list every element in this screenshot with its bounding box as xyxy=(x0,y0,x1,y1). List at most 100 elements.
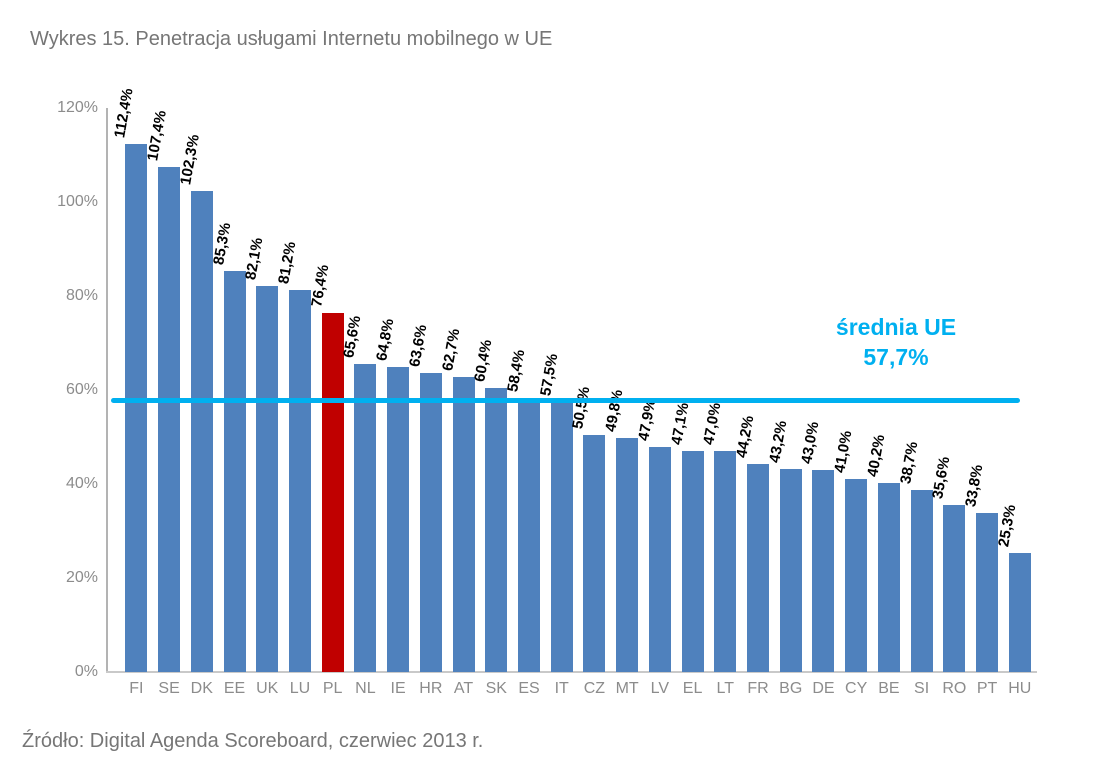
bar-slot-mt: 49,8% xyxy=(602,108,644,672)
y-tick-label: 0% xyxy=(74,663,98,680)
x-tick-label-si: SI xyxy=(914,680,930,697)
bar-slot-de: 43,0% xyxy=(799,108,840,672)
bar-slot-el: 47,1% xyxy=(668,108,709,672)
y-tick-label: 40% xyxy=(65,475,98,492)
x-tick-label-fi: FI xyxy=(129,680,144,697)
bar-series: 112,4% 107,4% 102,3% 85,3% 82,1% 81,2% 76,4% 65… xyxy=(112,87,1036,672)
bar-slot-dk: 102,3% xyxy=(177,108,218,672)
source-note: Źródło: Digital Agenda Scoreboard, czerw… xyxy=(22,730,484,752)
x-tick-label-se: SE xyxy=(158,680,180,697)
bar-slot-se: 107,4% xyxy=(144,108,186,672)
bar-pt xyxy=(976,513,999,672)
bar-slot-hr: 63,6% xyxy=(406,108,447,672)
x-tick-label-fr: FR xyxy=(747,680,769,697)
bar-ie xyxy=(387,367,410,672)
x-tick-label-lv: LV xyxy=(650,680,670,697)
bar-slot-lt: 47,0% xyxy=(701,108,742,672)
bar-ee xyxy=(223,271,246,672)
x-tick-label-hr: HR xyxy=(419,680,443,697)
bar-se xyxy=(158,167,181,672)
bar-es xyxy=(517,398,540,672)
bar-slot-hu: 25,3% xyxy=(995,108,1036,672)
x-tick-label-sk: SK xyxy=(485,680,507,697)
bar-cz xyxy=(583,435,606,672)
x-tick-label-cz: CZ xyxy=(583,680,606,697)
bar-slot-nl: 65,6% xyxy=(341,108,382,672)
bar-slot-si: 38,7% xyxy=(897,108,938,672)
bar-hr xyxy=(419,373,442,672)
x-tick-label-dk: DK xyxy=(190,680,213,697)
chart-title: Wykres 15. Penetracja usługami Internetu… xyxy=(30,28,553,50)
bar-slot-at: 62,7% xyxy=(439,108,480,672)
x-tick-label-de: DE xyxy=(812,680,835,697)
bar-slot-bg: 43,2% xyxy=(766,108,807,672)
y-tick-label: 60% xyxy=(65,381,98,398)
x-tick-label-lu: LU xyxy=(289,680,311,697)
x-tick-label-ie: IE xyxy=(390,680,406,697)
bar-mt xyxy=(616,438,639,672)
y-tick-label: 80% xyxy=(65,287,98,304)
bar-slot-ro: 35,6% xyxy=(930,108,971,672)
bar-bg xyxy=(779,469,802,672)
bar-slot-it: 57,5% xyxy=(537,108,578,672)
eu-average-label-line1: średnia UE xyxy=(835,314,957,340)
eu-average-label: średnia UE 57,7% xyxy=(788,312,1004,372)
bar-fr xyxy=(747,464,770,672)
bar-slot-ee: 85,3% xyxy=(210,108,251,672)
bar-dk xyxy=(190,191,213,672)
bar-cy xyxy=(845,479,868,672)
bar-be xyxy=(877,483,900,672)
bar-slot-sk: 60,4% xyxy=(472,108,513,672)
bar-nl xyxy=(354,364,377,672)
y-tick-label: 20% xyxy=(65,569,98,586)
y-tick-label: 120% xyxy=(57,99,98,116)
x-tick-label-pl: PL xyxy=(322,680,343,697)
bar-ro xyxy=(943,505,966,672)
x-tick-label-hu: HU xyxy=(1008,680,1032,697)
bar-lv xyxy=(648,447,671,672)
bar-si xyxy=(910,490,933,672)
bar-slot-es: 58,4% xyxy=(504,108,546,672)
eu-average-line xyxy=(111,398,1020,404)
bar-pl xyxy=(321,313,344,672)
bar-slot-pt: 33,8% xyxy=(962,108,1004,672)
y-axis-line xyxy=(106,108,108,672)
bar-slot-pl: 76,4% xyxy=(308,108,349,672)
x-tick-label-ee: EE xyxy=(223,680,246,697)
bar-at xyxy=(452,377,475,672)
bar-slot-fr: 44,2% xyxy=(733,108,775,672)
bar-slot-lv: 47,9% xyxy=(635,108,677,672)
x-tick-label-ro: RO xyxy=(942,680,967,697)
x-tick-label-bg: BG xyxy=(779,680,803,697)
eu-average-label-line2: 57,7% xyxy=(863,344,929,370)
x-tick-label-be: BE xyxy=(878,680,900,697)
bar-slot-cz: 50,5% xyxy=(570,108,611,672)
bar-slot-ie: 64,8% xyxy=(373,108,415,672)
bar-sk xyxy=(485,388,508,672)
bar-it xyxy=(550,402,573,672)
x-tick-label-cy: CY xyxy=(845,680,868,697)
bar-hu xyxy=(1008,553,1031,672)
y-tick-label: 100% xyxy=(57,193,98,210)
bar-slot-uk: 82,1% xyxy=(242,108,284,672)
bar-uk xyxy=(256,286,279,672)
x-tick-label-lt: LT xyxy=(716,680,735,697)
x-tick-label-nl: NL xyxy=(355,680,376,697)
x-axis-line xyxy=(106,671,1037,673)
x-tick-label-el: EL xyxy=(682,680,703,697)
x-tick-label-mt: MT xyxy=(615,680,639,697)
bar-slot-lu: 81,2% xyxy=(275,108,317,672)
x-tick-label-it: IT xyxy=(554,680,569,697)
bar-lt xyxy=(714,451,737,672)
bar-de xyxy=(812,470,835,672)
bar-value-label-fi: 112,4% xyxy=(111,86,138,140)
bar-el xyxy=(681,451,704,672)
bar-slot-cy: 41,0% xyxy=(831,108,873,672)
x-tick-label-es: ES xyxy=(518,680,540,697)
bar-lu xyxy=(288,290,311,672)
bar-fi xyxy=(125,144,148,672)
x-tick-label-uk: UK xyxy=(256,680,279,697)
x-tick-label-pt: PT xyxy=(976,680,998,697)
bar-slot-fi: 112,4% xyxy=(112,87,153,672)
